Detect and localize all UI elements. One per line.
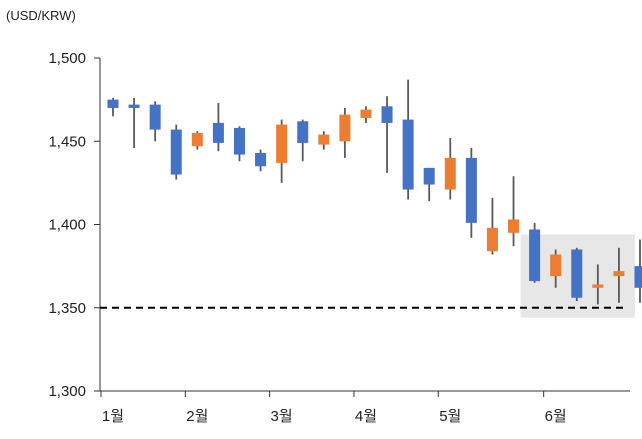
candle — [529, 222, 541, 283]
candle-body — [276, 124, 288, 163]
candle — [360, 106, 372, 123]
candle — [423, 167, 435, 202]
candle-body — [233, 127, 245, 155]
candle — [634, 239, 642, 303]
y-tick-label: 1,450 — [48, 133, 86, 150]
candle-body — [613, 271, 625, 277]
candle — [149, 101, 161, 142]
candle — [170, 124, 182, 180]
y-tick-label: 1,350 — [48, 300, 86, 317]
candle-body — [423, 167, 435, 185]
candle-body — [128, 104, 140, 108]
x-tick-label: 5월 — [439, 408, 461, 425]
candle — [297, 119, 309, 162]
candle — [550, 249, 562, 288]
candle-body — [402, 119, 414, 190]
y-unit-label: (USD/KRW) — [6, 8, 76, 23]
candle-body — [486, 227, 498, 252]
candle — [444, 137, 456, 200]
candle-body — [107, 99, 119, 108]
candle-body — [360, 109, 372, 118]
candle — [191, 131, 203, 150]
candle — [276, 119, 288, 183]
candle-body — [191, 132, 203, 147]
candle-body — [444, 157, 456, 190]
candle-body — [318, 134, 330, 145]
candle-body — [339, 114, 351, 142]
candle — [465, 147, 477, 238]
candle-body — [571, 249, 583, 298]
candle-body — [255, 152, 267, 167]
candle-body — [170, 129, 182, 175]
candle-body — [212, 122, 224, 143]
x-tick-label: 2월 — [186, 408, 208, 425]
candle-body — [381, 106, 393, 123]
candle — [255, 149, 267, 172]
x-tick-label: 1월 — [102, 408, 124, 425]
candle-body — [592, 284, 604, 288]
candle-body — [149, 104, 161, 130]
candle — [508, 176, 520, 247]
x-tick-label: 4월 — [355, 408, 377, 425]
candle — [486, 197, 498, 255]
candle-body — [634, 266, 642, 288]
candle — [318, 131, 330, 150]
candle-body — [529, 229, 541, 282]
y-tick-label: 1,500 — [48, 50, 86, 67]
x-tick-label: 6월 — [545, 408, 567, 425]
y-tick-label: 1,300 — [48, 383, 86, 400]
candle-body — [550, 254, 562, 277]
candle-body — [508, 219, 520, 233]
candle — [571, 247, 583, 302]
x-tick-label: 3월 — [271, 408, 293, 425]
candle — [402, 79, 414, 200]
y-tick-label: 1,400 — [48, 217, 86, 234]
candle — [381, 96, 393, 173]
candle-body — [297, 121, 309, 143]
candle — [128, 97, 140, 148]
candle — [107, 97, 119, 117]
candle — [613, 247, 625, 303]
candle — [212, 102, 224, 152]
candle — [233, 126, 245, 162]
candle-body — [465, 157, 477, 223]
candle — [592, 264, 604, 305]
candle — [339, 107, 351, 158]
